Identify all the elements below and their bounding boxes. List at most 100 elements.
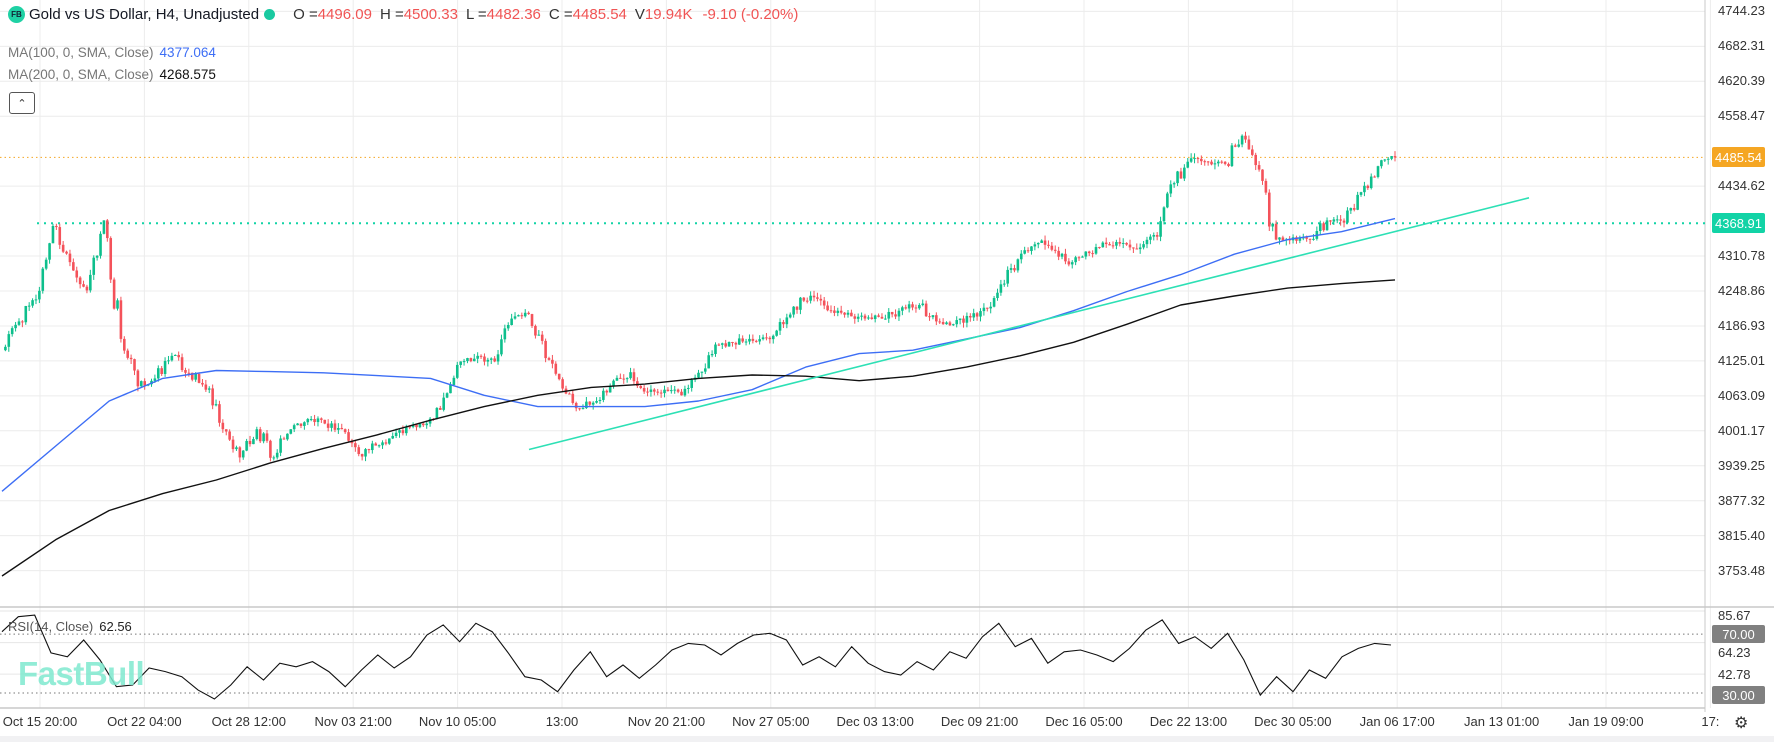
candle: [554, 363, 558, 374]
candle: [1111, 245, 1115, 247]
candle: [1189, 158, 1193, 162]
candle: [1081, 256, 1084, 258]
rsi-label: RSI(14, Close): [8, 619, 94, 634]
candle: [1087, 251, 1091, 254]
candle: [323, 419, 327, 424]
candle: [999, 284, 1003, 293]
candle: [809, 295, 812, 301]
candle: [1077, 257, 1081, 259]
candle: [799, 297, 802, 310]
candle: [1234, 145, 1237, 147]
candle: [985, 307, 989, 309]
candle: [388, 438, 391, 444]
candle: [224, 429, 228, 432]
candle: [1019, 253, 1023, 260]
candle: [245, 440, 248, 451]
candle: [833, 310, 836, 313]
price-axis-label: 4001.17: [1718, 422, 1765, 438]
candle: [320, 418, 323, 420]
candle: [853, 316, 857, 319]
candle: [1002, 283, 1006, 285]
candle: [381, 442, 384, 446]
candle: [1125, 242, 1128, 245]
candle: [21, 321, 24, 323]
candle: [629, 372, 632, 379]
candle: [187, 372, 191, 374]
candle: [676, 389, 680, 392]
candle: [1363, 185, 1366, 193]
collapse-legend-button[interactable]: ⌃: [9, 92, 35, 114]
candle: [442, 397, 445, 410]
ma200-value: 4268.575: [159, 67, 216, 82]
candle: [201, 382, 204, 385]
price-axis-label: 3939.25: [1718, 457, 1765, 473]
candle: [1091, 253, 1094, 255]
candle: [398, 430, 401, 433]
candle: [1176, 171, 1179, 184]
candle: [894, 314, 897, 317]
candle: [89, 274, 92, 291]
candle: [962, 318, 965, 323]
candle: [1322, 223, 1325, 231]
candle: [7, 334, 11, 347]
candle: [231, 439, 235, 450]
candle: [1352, 208, 1356, 210]
candle: [1244, 135, 1247, 140]
candle: [303, 422, 306, 426]
candle: [129, 357, 133, 360]
candle: [133, 359, 136, 371]
candle: [1380, 160, 1383, 167]
candle: [326, 423, 330, 428]
time-axis-label: Nov 20 21:00: [627, 714, 706, 729]
candle: [330, 423, 333, 428]
candle: [163, 361, 167, 374]
candle: [578, 408, 581, 410]
candle: [670, 390, 673, 392]
candle: [197, 373, 201, 383]
candle: [479, 355, 483, 357]
candle: [1060, 253, 1064, 257]
ma100-legend[interactable]: MA(100, 0, SMA, Close) 4377.064: [8, 45, 216, 60]
candle: [221, 422, 225, 430]
candle: [768, 337, 772, 340]
candle: [863, 315, 867, 319]
candle: [75, 270, 79, 278]
candle: [469, 358, 473, 362]
candle: [14, 324, 17, 329]
candle: [1118, 242, 1122, 244]
candle: [1274, 223, 1278, 240]
candle: [700, 371, 704, 373]
candle: [17, 321, 21, 325]
time-axis-label: Dec 22 13:00: [1149, 714, 1228, 729]
candle: [792, 306, 795, 315]
candle: [673, 389, 677, 391]
price-axis-label: 4682.31: [1718, 38, 1765, 54]
current-price-tag: 4485.54: [1712, 147, 1765, 167]
candle: [1312, 238, 1315, 240]
candle: [574, 402, 578, 409]
rsi-30-tag: 30.00: [1712, 686, 1765, 704]
candle: [982, 307, 986, 312]
candle: [415, 424, 418, 428]
candle: [377, 445, 381, 447]
candle: [452, 377, 456, 385]
candle: [1332, 219, 1336, 222]
candle: [160, 368, 163, 374]
candle: [95, 255, 99, 258]
candle: [102, 220, 106, 234]
ma200-legend[interactable]: MA(200, 0, SMA, Close) 4268.575: [8, 67, 216, 82]
candle: [1366, 185, 1370, 189]
candle: [687, 387, 690, 389]
rsi-legend[interactable]: RSI(14, Close) 62.56: [8, 619, 132, 634]
candle: [1016, 259, 1020, 271]
candle: [455, 364, 459, 378]
candle: [65, 251, 68, 254]
candle: [140, 381, 143, 387]
close-label: C =: [548, 6, 573, 23]
candle: [435, 407, 439, 419]
gear-icon[interactable]: ⚙: [1734, 715, 1749, 732]
candle: [1278, 237, 1281, 240]
candle: [374, 443, 378, 446]
candle: [1247, 139, 1251, 150]
